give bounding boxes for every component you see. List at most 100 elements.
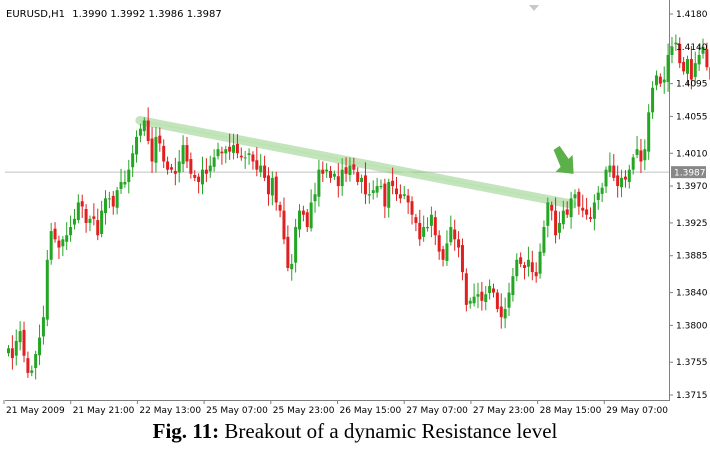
candle (371, 180, 375, 200)
candle (247, 148, 251, 165)
candle (294, 218, 298, 273)
candle (519, 252, 523, 268)
candle (30, 365, 34, 377)
candle (65, 222, 69, 250)
candle (375, 177, 379, 198)
y-tick-label: 1.3885 (676, 252, 708, 262)
candles-layer (7, 34, 710, 380)
price-chart: 1.4180 1.4140 1.4095 1.4055 1.4010 1.3970 1.39… (3, 0, 710, 416)
candle (80, 194, 84, 219)
candle (243, 150, 247, 169)
candle (84, 204, 88, 233)
candle (189, 152, 193, 179)
candle (224, 145, 228, 164)
candle (534, 262, 538, 283)
candle (511, 268, 515, 302)
ohlc-readout: 1.3990 1.3992 1.3986 1.3987 (72, 9, 222, 20)
candle (348, 157, 352, 182)
candle (88, 215, 92, 232)
candle (480, 281, 484, 311)
candle (131, 145, 135, 178)
candle (387, 178, 391, 218)
breakout-arrow-icon (553, 145, 574, 174)
candle (686, 55, 689, 86)
candle (204, 158, 208, 182)
candle (107, 191, 111, 209)
candle (391, 167, 395, 195)
candle (460, 238, 464, 281)
candle (313, 182, 317, 213)
candle (150, 127, 154, 173)
candle (325, 163, 329, 178)
candle (449, 215, 453, 246)
candle (666, 43, 670, 92)
y-tick-label: 1.4095 (676, 80, 708, 90)
candle (573, 189, 577, 209)
candle (503, 297, 507, 329)
candle (395, 177, 398, 201)
candle (53, 222, 57, 243)
candle (585, 197, 589, 220)
candle (127, 159, 131, 194)
candle (577, 188, 581, 215)
candle (115, 186, 119, 215)
candle (344, 157, 348, 182)
y-tick-label: 1.3715 (676, 391, 708, 401)
candle (705, 42, 709, 71)
candle (484, 286, 488, 311)
candle (356, 167, 360, 186)
candle (658, 73, 662, 87)
candle (201, 156, 204, 195)
candle (635, 136, 639, 159)
candle (158, 127, 162, 152)
candle (123, 170, 127, 188)
candle (476, 282, 480, 309)
candle (96, 208, 100, 241)
candle (69, 215, 73, 242)
candle (526, 246, 530, 277)
current-price-tag (671, 166, 706, 179)
scroll-marker-icon (529, 5, 539, 11)
candle (235, 134, 239, 159)
candle (321, 161, 325, 182)
caption-text: Breakout of a dynamic Resistance level (224, 419, 558, 443)
candle (263, 155, 267, 182)
candle (581, 194, 585, 218)
candle (422, 215, 426, 242)
candle (282, 197, 286, 245)
candle (14, 329, 18, 366)
candle (146, 107, 150, 145)
candle (34, 350, 38, 380)
candle (457, 231, 461, 258)
candle (220, 146, 224, 165)
candle (612, 154, 616, 182)
candle (620, 169, 624, 198)
candle (329, 165, 333, 183)
resistance-trendline-layer (135, 116, 577, 209)
resistance-trendline-core (139, 119, 572, 206)
candle (41, 305, 45, 345)
candle (216, 142, 220, 160)
candle (379, 179, 383, 190)
candle (274, 171, 278, 211)
candle (682, 57, 686, 75)
candle (169, 163, 173, 173)
candle (557, 211, 561, 240)
candle (212, 149, 216, 172)
candle (18, 321, 22, 351)
candle (119, 168, 123, 194)
candle (197, 173, 201, 194)
candle (406, 188, 410, 214)
candle (266, 167, 270, 206)
x-tick-label: 21 May 2009 (6, 406, 65, 416)
y-axis: 1.4180 1.4140 1.4095 1.4055 1.4010 1.3970 1.39… (669, 10, 708, 401)
x-tick-label: 26 May 15:00 (340, 406, 402, 416)
candle (317, 159, 321, 207)
y-tick-label: 1.4140 (676, 43, 708, 53)
candle (693, 51, 697, 86)
candle (301, 205, 305, 222)
symbol-label: EURUSD,H1 (6, 9, 65, 20)
candle (92, 203, 96, 226)
candle (507, 282, 511, 316)
candle (239, 147, 243, 161)
